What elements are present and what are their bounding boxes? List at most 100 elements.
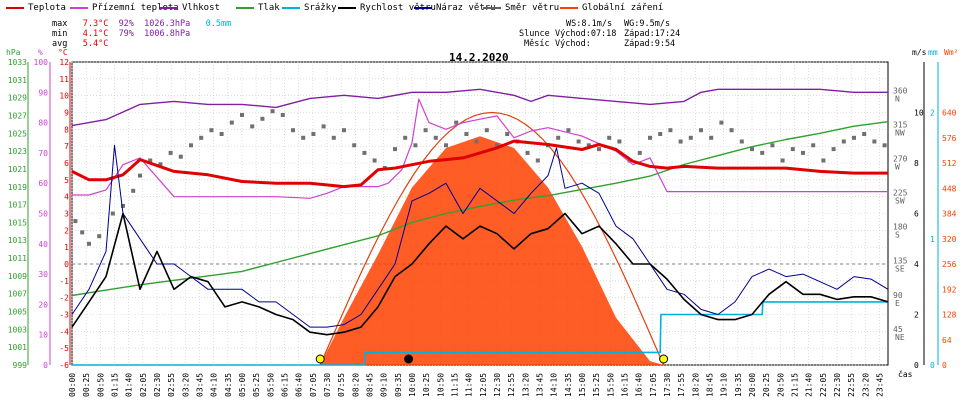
wind-direction-point (148, 158, 153, 163)
x-tick-label: 18:45 (706, 373, 715, 397)
wind-direction-point (556, 135, 561, 140)
dir-tick-label: 90 (893, 291, 903, 300)
x-tick-label: 22:30 (833, 373, 842, 397)
hpa-tick-label: 1001 (8, 343, 27, 352)
sun-set: Západ:17:24 (624, 29, 681, 39)
wind-direction-point (750, 147, 754, 152)
sun-rise: Východ:07:18 (555, 29, 617, 39)
wind-direction-point (780, 158, 785, 163)
wind-gust-line (71, 144, 889, 328)
x-tick-label: 02:55 (167, 373, 176, 397)
wind-direction-point (291, 128, 295, 133)
pct-tick-label: 90 (38, 88, 48, 97)
x-tick-label: 07:55 (337, 373, 346, 397)
mm-tick-label: 0 (930, 361, 935, 370)
stats-max: max 7.3°C 92% 1026.3hPa 0.5mm (52, 19, 231, 29)
dir-tick-label: 360 (893, 86, 908, 95)
wind-direction-point (597, 147, 601, 152)
hpa-tick-label: 1027 (8, 111, 27, 120)
ms-tick-label: 6 (914, 210, 919, 219)
legend: Teplota Přízemní teplota Vlhkost Tlak Srážky… (0, 0, 966, 16)
x-tick-label: 17:55 (677, 373, 686, 397)
stats-min: min 4.1°C 79% 1006.8hPa (52, 29, 190, 39)
x-tick-label: 12:05 (479, 373, 488, 397)
wm2-tick-label: 64 (942, 336, 952, 345)
wind-ws: WS:8.1m/s (566, 19, 613, 29)
x-tick-label: 12:55 (507, 373, 516, 397)
legend-item: Teplota (6, 2, 66, 14)
dir-tick-label: 315 (893, 120, 908, 129)
legend-item: Náraz větru (414, 2, 496, 14)
x-tick-label: 07:05 (309, 373, 318, 397)
wind-direction-point (678, 139, 683, 144)
dir-tick-name: NW (895, 128, 905, 137)
x-tick-label: 03:45 (196, 373, 205, 397)
max-temp: 7.3°C (82, 19, 109, 29)
mm-tick-label: 1 (930, 235, 935, 244)
x-tick-label: 06:15 (281, 373, 290, 397)
x-tick-label: 03:20 (181, 373, 190, 397)
wind-direction-point (413, 143, 418, 148)
wind-direction-point (403, 135, 408, 140)
x-tick-label: 06:40 (295, 373, 304, 397)
wind-direction-point (688, 135, 693, 140)
wind-direction-point (393, 147, 397, 152)
pct-tick-label: 70 (38, 149, 48, 158)
min-press: 1006.8hPa (144, 29, 191, 39)
avg-label: avg (52, 39, 68, 49)
temp-tick-label: 10 (59, 92, 69, 101)
wind-direction-point (454, 120, 459, 125)
x-tick-label: 00:00 (68, 373, 77, 397)
dir-tick-name: N (895, 94, 900, 103)
max-press: 1026.3hPa (144, 19, 191, 29)
legend-swatch (6, 6, 24, 9)
wind-direction-point (464, 132, 469, 136)
legend-swatch (338, 6, 356, 9)
hpa-tick-label: 1019 (8, 183, 27, 192)
wind-direction-point (699, 128, 703, 133)
wind-direction-point (739, 139, 744, 144)
wind-direction-point (709, 135, 714, 140)
temp-tick-label: 2 (64, 226, 69, 235)
x-tick-label: 17:30 (663, 373, 672, 397)
x-tick-label: 00:25 (82, 373, 91, 397)
legend-label: Přízemní teplota (92, 3, 179, 13)
moonset-marker (404, 354, 414, 364)
dir-tick-name: W (895, 162, 900, 171)
legend-swatch (160, 6, 178, 9)
dir-tick-label: 180 (893, 223, 908, 232)
x-tick-label: 20:50 (776, 373, 785, 397)
moon-label: Měsíc (524, 39, 550, 49)
pct-tick-label: 60 (38, 179, 48, 188)
pct-tick-label: 80 (38, 119, 48, 128)
temperature-line (71, 139, 888, 189)
dir-tick-name: NE (895, 333, 905, 342)
wind-direction-point (770, 143, 775, 148)
x-tick-label: 23:20 (861, 373, 870, 397)
x-tick-label: 02:30 (153, 373, 162, 397)
wind-direction-point (811, 143, 816, 148)
wind-direction-point (576, 139, 581, 144)
x-tick-label: 08:20 (351, 373, 360, 397)
legend-item: Globální záření (560, 2, 663, 14)
wind-direction-point (586, 143, 591, 148)
unit-degc: °C (58, 48, 68, 57)
hpa-tick-label: 1011 (8, 254, 27, 263)
wind-direction-point (168, 150, 173, 155)
temp-tick-label: -1 (59, 277, 69, 286)
hpa-tick-label: 1003 (8, 325, 27, 334)
ms-tick-label: 2 (914, 311, 919, 320)
wind-direction-point (131, 188, 136, 193)
wind-direction-point (882, 143, 887, 148)
x-tick-label: 10:50 (436, 373, 445, 397)
wm2-tick-label: 512 (942, 159, 957, 168)
stats-avg: avg 5.4°C (52, 39, 108, 49)
temp-tick-label: 1 (64, 243, 69, 252)
wind-direction-point (862, 132, 867, 136)
legend-swatch (483, 6, 501, 9)
legend-label: Globální záření (582, 3, 664, 13)
hpa-tick-label: 1029 (8, 94, 27, 103)
wind-direction-point (121, 203, 125, 208)
unit-wm2: Wm² (944, 48, 959, 57)
x-tick-label: 00:50 (96, 373, 105, 397)
